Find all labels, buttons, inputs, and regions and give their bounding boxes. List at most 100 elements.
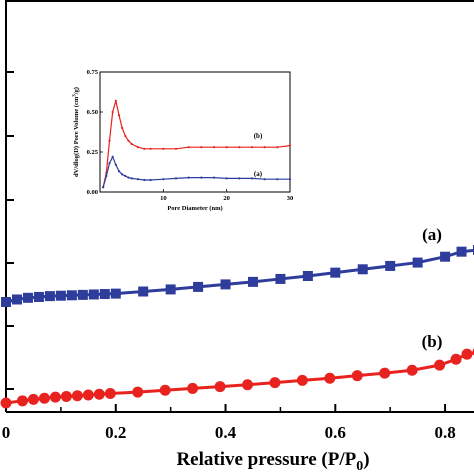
inset-data-point-a bbox=[105, 174, 108, 178]
inset-data-point-b bbox=[114, 99, 117, 102]
data-point-b bbox=[71, 390, 83, 402]
inset-y-axis-title: dV/dlog(D) Pore Volume (cm3/g) bbox=[73, 87, 81, 177]
x-axis-title: Relative pressure (P/P0) bbox=[176, 449, 369, 474]
inset-x-axis-title: Pore Diameter (nm) bbox=[167, 205, 222, 212]
data-point-b bbox=[351, 370, 363, 382]
inset-data-point-b bbox=[117, 114, 121, 117]
data-point-a bbox=[302, 271, 313, 281]
data-point-a bbox=[110, 288, 121, 299]
inset-data-point-b bbox=[143, 147, 146, 150]
inset-y-tick-label: 0.75 bbox=[87, 69, 99, 76]
inset-data-point-b bbox=[276, 146, 279, 149]
data-point-a bbox=[275, 273, 286, 284]
inset-data-point-b bbox=[149, 147, 152, 150]
data-point-a bbox=[385, 260, 396, 271]
data-point-a bbox=[66, 290, 77, 301]
data-point-a bbox=[77, 289, 88, 300]
inset-data-point-a bbox=[117, 170, 121, 173]
data-point-a bbox=[456, 246, 467, 257]
data-point-a bbox=[55, 290, 66, 301]
x-tick-label: 0.8 bbox=[434, 423, 455, 442]
data-point-a bbox=[330, 267, 341, 278]
data-point-a bbox=[138, 286, 149, 297]
data-point-b bbox=[82, 389, 94, 401]
inset-data-point-a bbox=[121, 173, 124, 176]
data-point-a bbox=[440, 251, 451, 262]
inset-x-tick-label: 30 bbox=[287, 195, 294, 202]
inset-data-point-a bbox=[162, 178, 165, 181]
inset-data-point-a bbox=[102, 186, 105, 189]
inset-data-point-b bbox=[174, 147, 178, 150]
inset-data-point-b bbox=[162, 147, 165, 150]
inset-x-tick-label: 20 bbox=[223, 195, 230, 202]
inset-data-point-a bbox=[187, 176, 190, 179]
data-point-b bbox=[132, 386, 144, 398]
data-point-b bbox=[324, 372, 336, 384]
data-point-b bbox=[241, 379, 253, 391]
inset-series-label-a: (a) bbox=[254, 170, 263, 178]
data-point-b bbox=[60, 390, 72, 402]
series-label-a: (a) bbox=[422, 225, 442, 244]
data-point-a bbox=[193, 281, 204, 292]
inset-x-tick-label: 10 bbox=[160, 195, 167, 202]
data-point-b bbox=[379, 367, 391, 379]
inset-data-point-b bbox=[121, 126, 124, 130]
data-point-b bbox=[49, 391, 61, 403]
inset-data-point-b bbox=[127, 139, 130, 142]
data-point-a bbox=[22, 292, 33, 303]
data-point-b bbox=[159, 384, 171, 396]
inset-data-point-a bbox=[288, 178, 292, 181]
inset-data-point-a bbox=[212, 176, 216, 179]
data-point-b bbox=[0, 397, 12, 409]
inset-data-point-a bbox=[114, 163, 117, 166]
inset-data-point-b bbox=[212, 146, 216, 149]
inset-data-point-a bbox=[276, 178, 279, 181]
inset-data-point-b bbox=[200, 146, 203, 149]
inset-data-point-b bbox=[111, 110, 114, 114]
inset-data-point-a bbox=[149, 178, 152, 182]
inset-data-point-b bbox=[250, 146, 254, 149]
x-tick-label: 0 bbox=[2, 423, 11, 442]
inset-series-label-b: (b) bbox=[254, 132, 263, 140]
inset-data-point-a bbox=[174, 177, 178, 180]
data-point-a bbox=[33, 291, 44, 302]
inset-data-point-b bbox=[238, 146, 241, 149]
x-tick-label: 0.4 bbox=[215, 423, 237, 442]
data-point-a bbox=[44, 291, 55, 302]
inset-data-point-b bbox=[225, 146, 228, 149]
inset-data-point-b bbox=[108, 139, 111, 142]
data-point-a bbox=[88, 289, 99, 300]
inset-data-point-b bbox=[124, 134, 127, 138]
inset-data-point-a bbox=[238, 177, 241, 180]
data-point-b bbox=[93, 388, 105, 400]
main-plot-frame bbox=[5, 0, 474, 413]
data-point-b bbox=[461, 348, 473, 360]
inset-plot: 0.00 0.25 0.50 0.75 10 20 30 Pore Diameter (nm)… bbox=[73, 69, 294, 212]
data-point-a bbox=[11, 294, 22, 305]
inset-series-line-b bbox=[102, 100, 291, 188]
data-point-a bbox=[165, 284, 176, 295]
data-point-a bbox=[357, 264, 368, 275]
series-label-b: (b) bbox=[422, 332, 443, 351]
data-point-b bbox=[27, 393, 39, 405]
x-tick-label: 0.2 bbox=[105, 423, 126, 442]
data-point-b bbox=[187, 382, 199, 394]
data-point-b bbox=[104, 388, 116, 400]
inset-data-point-a bbox=[225, 177, 228, 180]
data-point-a bbox=[247, 276, 258, 287]
inset-y-tick-label: 0.25 bbox=[87, 149, 99, 156]
data-point-a bbox=[99, 289, 110, 300]
data-point-a bbox=[220, 279, 231, 290]
inset-data-point-b bbox=[187, 146, 190, 149]
main-labels-layer: 0 0.2 0.4 0.6 0.8 Relative pressure (P/P0) (a)… bbox=[2, 225, 456, 474]
inset-data-point-a bbox=[124, 174, 127, 178]
data-point-b bbox=[38, 392, 50, 404]
data-point-b bbox=[214, 381, 226, 393]
inset-y-tick-label: 0.00 bbox=[87, 189, 98, 196]
inset-data-point-b bbox=[136, 146, 140, 149]
data-point-a bbox=[412, 257, 423, 268]
inset-data-point-b bbox=[130, 142, 133, 146]
data-point-b bbox=[16, 395, 28, 407]
main-series-layer bbox=[0, 245, 474, 409]
